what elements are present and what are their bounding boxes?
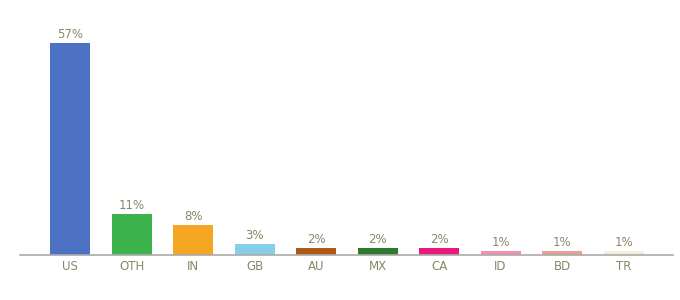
Bar	[173, 225, 213, 255]
Text: 11%: 11%	[118, 199, 145, 212]
Bar	[542, 251, 582, 255]
Text: 2%: 2%	[307, 233, 325, 246]
Text: 1%: 1%	[614, 236, 633, 249]
Text: 3%: 3%	[245, 229, 264, 242]
Bar	[235, 244, 275, 255]
Text: 2%: 2%	[430, 233, 448, 246]
Text: 1%: 1%	[491, 236, 510, 249]
Bar	[50, 43, 90, 255]
Text: 57%: 57%	[57, 28, 83, 41]
Text: 1%: 1%	[553, 236, 571, 249]
Bar	[112, 214, 152, 255]
Bar	[296, 248, 336, 255]
Bar	[481, 251, 520, 255]
Text: 8%: 8%	[184, 210, 203, 224]
Bar	[419, 248, 459, 255]
Text: 2%: 2%	[369, 233, 387, 246]
Bar	[604, 251, 643, 255]
Bar	[358, 248, 398, 255]
